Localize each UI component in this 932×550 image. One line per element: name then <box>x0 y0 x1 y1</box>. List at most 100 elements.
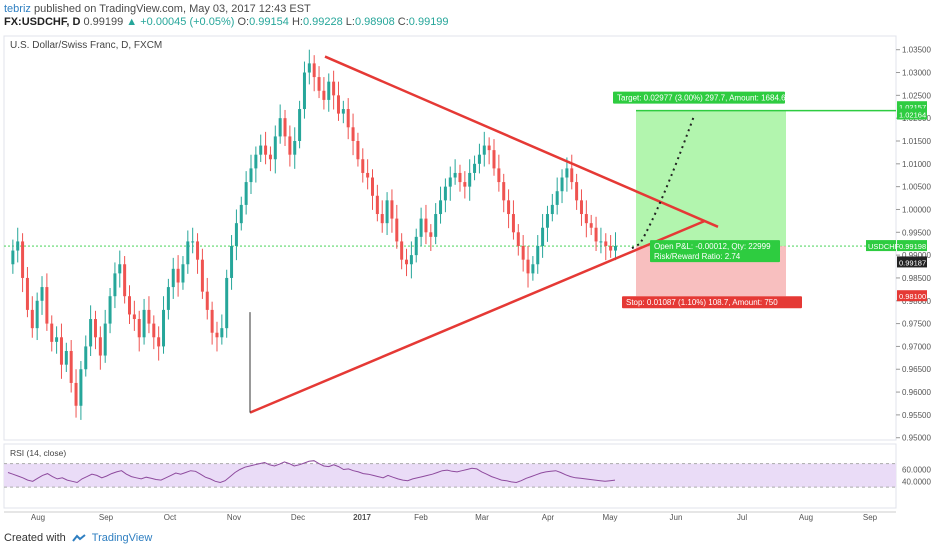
candle-body <box>307 63 311 73</box>
symbol-label[interactable]: FX:USDCHF, D <box>4 16 81 28</box>
candle-body <box>584 214 588 224</box>
candle-body <box>21 241 25 278</box>
candle-body <box>147 309 151 324</box>
candle-body <box>380 214 384 224</box>
ohlc-c-label: C: <box>397 16 409 28</box>
candle-body <box>409 255 413 265</box>
candle-body <box>220 328 224 338</box>
ohlc-h-label: H: <box>291 16 303 28</box>
candle-body <box>497 168 501 183</box>
chart-canvas[interactable]: 1.035001.030001.025001.020001.015001.010… <box>0 30 932 530</box>
candle-body <box>541 227 545 246</box>
y-tick-label: 0.96000 <box>902 388 931 397</box>
candle-body <box>74 382 78 406</box>
ohlc-low: 0.98908 <box>354 16 395 28</box>
candle-body <box>16 241 20 251</box>
price-tag-close-box <box>897 256 927 268</box>
candle-body <box>249 168 253 183</box>
published-text: published on TradingView.com, May 03, 20… <box>30 3 311 15</box>
y-tick-label: 0.95500 <box>902 411 931 420</box>
candle-body <box>579 200 583 215</box>
candle-body <box>69 350 73 383</box>
candle-body <box>89 319 93 347</box>
candle-body <box>25 277 29 310</box>
candle-body <box>288 136 292 155</box>
ohlc-high: 0.99228 <box>302 16 343 28</box>
candle-body <box>55 337 59 342</box>
candle-body <box>312 63 316 78</box>
tradingview-brand[interactable]: TradingView <box>91 532 153 544</box>
y-tick-label: 1.00500 <box>902 183 931 192</box>
candle-body <box>336 95 340 114</box>
candle-body <box>609 245 613 251</box>
y-tick-label: 0.96500 <box>902 365 931 374</box>
candle-body <box>361 159 365 173</box>
candle-body <box>516 232 520 246</box>
candle-body <box>205 291 209 310</box>
candle-body <box>79 369 83 406</box>
price-tag-current: 0.99198 <box>899 242 926 251</box>
candle-body <box>152 323 156 338</box>
target-label-box <box>613 91 785 104</box>
x-tick-label: 2017 <box>353 513 371 522</box>
candle-body <box>400 241 404 260</box>
candle-body <box>371 177 374 196</box>
candle-body <box>84 346 88 370</box>
x-tick-label: Aug <box>31 513 45 522</box>
ohlc-open: 0.99154 <box>249 16 289 28</box>
price-change: ▲ +0.00045 (+0.05%) <box>126 16 235 28</box>
candle-body <box>346 109 350 128</box>
publisher-link[interactable]: tebriz <box>4 3 31 15</box>
rsi-tick-label: 40.0000 <box>902 477 931 486</box>
candle-body <box>317 77 321 91</box>
candle-body <box>575 182 579 201</box>
lower-trendline <box>249 219 706 414</box>
rsi-tick-label: 60.0000 <box>902 466 931 475</box>
candle-body <box>570 168 574 183</box>
candle-body <box>614 245 617 251</box>
candle-body <box>405 259 409 265</box>
x-tick-label: Mar <box>475 513 489 522</box>
candle-body <box>93 319 97 338</box>
x-tick-label: Dec <box>291 513 305 522</box>
candle-body <box>545 214 549 228</box>
open-pnl-label: Open P&L: -0.00012, Qty: 22999 <box>654 242 771 251</box>
price-tag-stop-box <box>897 290 927 302</box>
candle-body <box>366 172 370 178</box>
candle-body <box>128 296 131 315</box>
x-tick-label: Apr <box>542 513 555 522</box>
candle-body <box>390 200 394 219</box>
candle-body <box>11 250 15 265</box>
ohlc-o-label: O: <box>237 16 250 28</box>
candle-body <box>293 140 297 155</box>
y-tick-label: 0.98500 <box>902 274 931 283</box>
chart-title: U.S. Dollar/Swiss Franc, D, FXCM <box>10 40 162 51</box>
y-tick-label: 1.03000 <box>902 69 931 78</box>
projection-dotted-path <box>631 115 695 250</box>
candle-body <box>254 154 258 169</box>
candle-body <box>536 245 540 265</box>
candle-body <box>64 350 68 365</box>
candle-body <box>186 241 190 265</box>
candle-body <box>278 118 282 137</box>
candle-body <box>531 264 535 274</box>
candle-body <box>171 268 175 288</box>
price-tag-target-1: 1.02157 <box>899 103 926 112</box>
price-tag-stop: 0.98100 <box>899 292 926 301</box>
candle-body <box>98 337 102 356</box>
candle-body <box>443 186 447 201</box>
rr-label-box <box>650 250 780 263</box>
candle-body <box>298 109 302 141</box>
candle-body <box>273 136 277 160</box>
candle-body <box>50 323 54 342</box>
open-pnl-label-box <box>650 240 780 253</box>
candle-body <box>30 309 34 329</box>
candle-body <box>453 172 457 178</box>
x-tick-label: May <box>602 513 617 522</box>
candle-body <box>439 200 443 215</box>
candle-body <box>473 163 477 173</box>
candle-body <box>191 241 195 243</box>
candle-body <box>40 287 44 301</box>
candle-body <box>132 314 136 320</box>
candle-body <box>225 277 229 329</box>
